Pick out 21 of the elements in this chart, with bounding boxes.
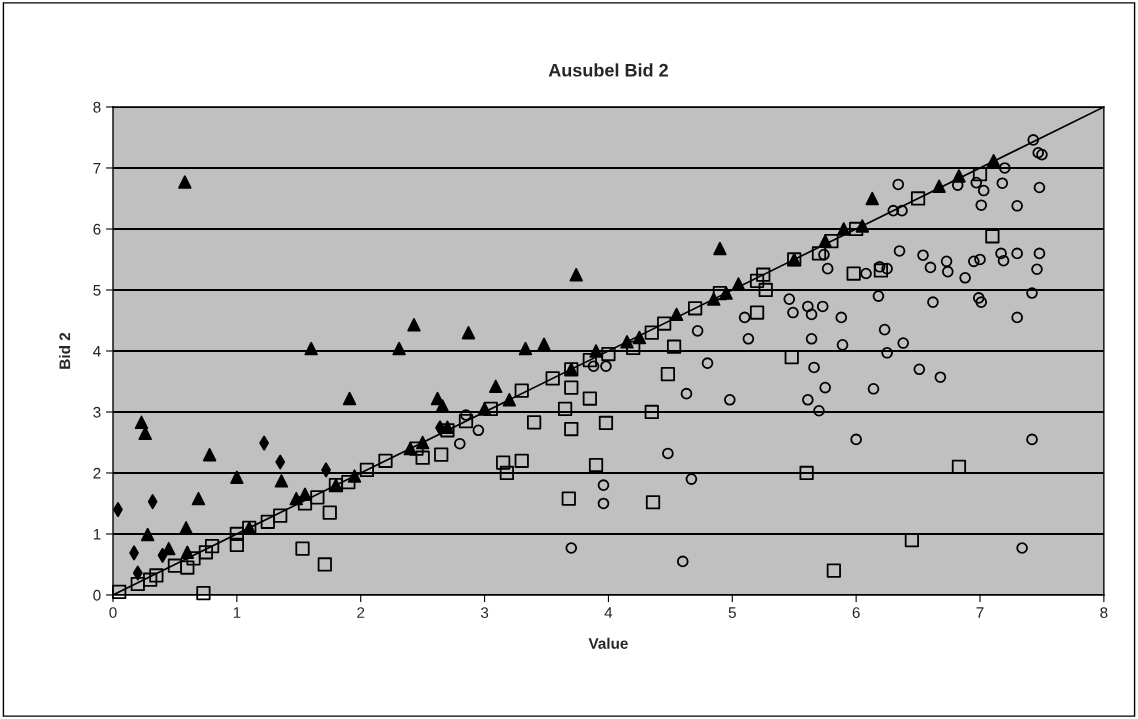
x-tick-label: 0 (109, 607, 117, 618)
y-tick-label: 3 (93, 406, 101, 418)
y-tick-label: 0 (93, 589, 101, 601)
x-tick-label: 1 (233, 607, 241, 618)
x-tick-label: 3 (480, 607, 489, 618)
y-axis-title: Bid 2 (59, 332, 71, 369)
x-tick-label: 8 (1100, 607, 1108, 618)
y-tick-label: 5 (93, 285, 101, 296)
y-tick-label: 6 (93, 223, 101, 235)
x-tick-label: 6 (852, 607, 860, 618)
x-axis-title: Value (588, 637, 628, 649)
x-tick-label: 2 (357, 607, 365, 618)
x-tick-label: 5 (728, 607, 736, 618)
x-tick-label: 7 (976, 607, 984, 618)
y-tick-label: 7 (93, 163, 101, 174)
y-tick-label: 2 (93, 467, 101, 479)
chart-title: Ausubel Bid 2 (548, 63, 668, 77)
y-tick-label: 1 (93, 529, 101, 540)
y-tick-label: 4 (93, 346, 101, 357)
y-tick-label: 8 (93, 101, 101, 113)
x-tick-label: 4 (604, 607, 613, 618)
